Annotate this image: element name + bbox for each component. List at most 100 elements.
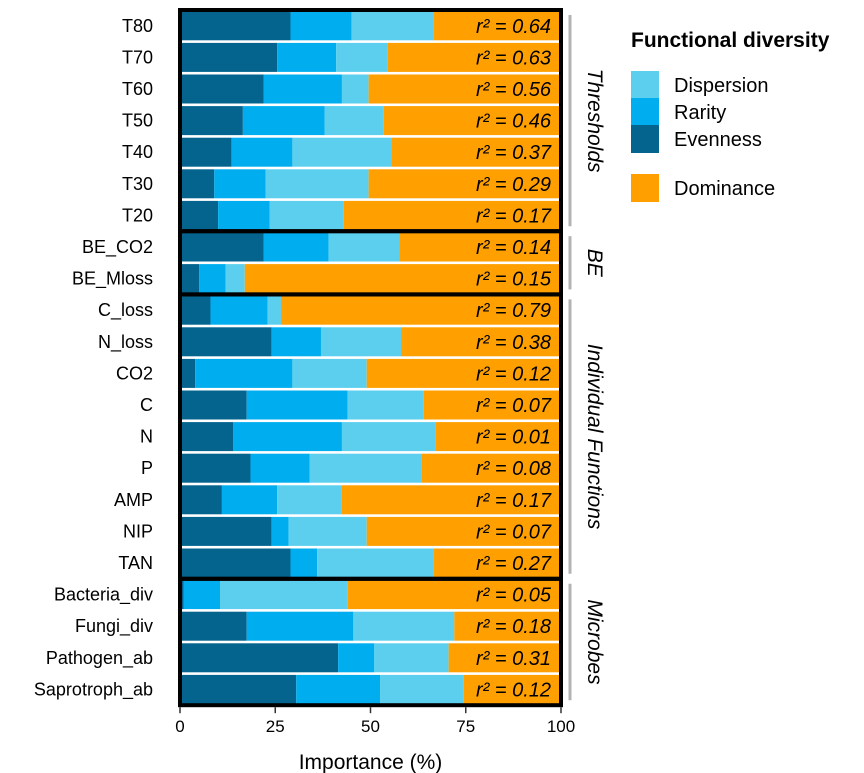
bar-segment-rarity-fungi-div xyxy=(246,611,354,641)
category-label-pathogen-ab: Pathogen_ab xyxy=(46,648,153,669)
bar-segment-dispersion-p xyxy=(309,453,422,483)
bar-segment-dominance-be-co2 xyxy=(399,232,561,262)
bar-segment-dispersion-amp xyxy=(277,485,342,515)
r2-label-fungi-div: r² = 0.18 xyxy=(476,616,551,638)
bar-segment-rarity-t80 xyxy=(290,11,352,41)
bar-segment-dominance-be-mloss xyxy=(244,264,561,294)
r2-label-co2: r² = 0.12 xyxy=(476,363,551,385)
bar-segment-evenness-n-loss xyxy=(180,327,272,357)
category-label-be-mloss: BE_Mloss xyxy=(72,269,153,290)
x-tick-label-0: 0 xyxy=(175,717,184,736)
bar-segment-dispersion-c-loss xyxy=(267,295,281,325)
bar-segment-rarity-nip xyxy=(271,516,289,546)
bar-segment-evenness-pathogen-ab xyxy=(180,643,339,673)
bar-segment-rarity-n-loss xyxy=(271,327,321,357)
bar-segment-dominance-t60 xyxy=(368,74,561,104)
legend-swatch-rarity xyxy=(631,98,659,126)
group-label-thresholds: Thresholds xyxy=(583,69,606,173)
bar-segment-dominance-t30 xyxy=(368,169,561,199)
bar-segment-rarity-pathogen-ab xyxy=(338,643,375,673)
bar-segment-dominance-tan xyxy=(433,548,561,578)
bar-segment-dominance-t20 xyxy=(343,200,561,230)
bar-segment-dominance-fungi-div xyxy=(454,611,561,641)
bar-segment-rarity-p xyxy=(250,453,310,483)
legend-label-rarity: Rarity xyxy=(674,102,726,124)
legend-label-dominance: Dominance xyxy=(674,178,775,200)
bar-segment-dispersion-co2 xyxy=(292,358,367,388)
bar-segment-dispersion-be-mloss xyxy=(225,264,245,294)
group-label-individual-functions: Individual Functions xyxy=(583,344,606,530)
bar-segment-dominance-c-loss xyxy=(280,295,561,325)
category-label-t60: T60 xyxy=(122,79,153,99)
bar-segment-evenness-co2 xyxy=(180,358,196,388)
category-label-bacteria-div: Bacteria_div xyxy=(54,585,153,606)
category-label-saprotroph-ab: Saprotroph_ab xyxy=(34,679,153,700)
bar-segment-evenness-n xyxy=(180,422,234,452)
category-label-t50: T50 xyxy=(122,111,153,131)
bar-segment-evenness-fungi-div xyxy=(180,611,247,641)
bar-segment-dispersion-pathogen-ab xyxy=(374,643,449,673)
bar-segment-evenness-c xyxy=(180,390,247,420)
bar-segment-rarity-be-mloss xyxy=(199,264,226,294)
bar-segment-rarity-n xyxy=(233,422,342,452)
bar-segment-evenness-p xyxy=(180,453,251,483)
x-tick-label-25: 25 xyxy=(266,717,285,736)
bar-segment-dispersion-tan xyxy=(317,548,434,578)
bar-segment-dispersion-t80 xyxy=(351,11,434,41)
r2-label-saprotroph-ab: r² = 0.12 xyxy=(476,679,551,701)
legend-swatch-dominance xyxy=(631,174,659,202)
bar-segment-evenness-nip xyxy=(180,516,272,546)
bar-segment-dominance-amp xyxy=(341,485,561,515)
bar-segment-evenness-t80 xyxy=(180,11,291,41)
bar-segment-dominance-bacteria-div xyxy=(347,580,561,610)
bar-segment-rarity-t50 xyxy=(242,106,325,136)
bar-segment-dominance-pathogen-ab xyxy=(448,643,561,673)
legend-swatch-dispersion xyxy=(631,71,659,99)
bars-layer xyxy=(180,11,561,704)
bar-segment-rarity-t60 xyxy=(263,74,342,104)
x-tick-label-75: 75 xyxy=(456,717,475,736)
category-label-tan: TAN xyxy=(118,553,153,573)
category-label-t80: T80 xyxy=(122,16,153,36)
category-label-t70: T70 xyxy=(122,47,153,67)
bar-segment-rarity-t30 xyxy=(214,169,266,199)
category-label-n: N xyxy=(140,427,153,447)
group-label-microbes: Microbes xyxy=(583,599,606,685)
category-label-t30: T30 xyxy=(122,174,153,194)
bar-segment-dispersion-c xyxy=(347,390,424,420)
r2-label-be-co2: r² = 0.14 xyxy=(476,237,551,259)
bar-segment-dispersion-t50 xyxy=(324,106,384,136)
bar-segment-dominance-saprotroph-ab xyxy=(463,674,561,704)
legend-label-dispersion: Dispersion xyxy=(674,75,768,97)
bar-segment-dominance-co2 xyxy=(366,358,561,388)
group-frames-layer xyxy=(178,8,563,708)
bar-segment-evenness-t20 xyxy=(180,200,219,230)
bar-segment-evenness-t40 xyxy=(180,137,232,167)
bar-segment-evenness-saprotroph-ab xyxy=(180,674,297,704)
bar-segment-dispersion-n-loss xyxy=(320,327,401,357)
bar-segment-evenness-tan xyxy=(180,548,291,578)
r2-label-t70: r² = 0.63 xyxy=(476,47,551,69)
category-label-c-loss: C_loss xyxy=(98,300,153,321)
bar-segment-evenness-c-loss xyxy=(180,295,211,325)
legend-swatch-evenness xyxy=(631,125,659,153)
bar-segment-rarity-t40 xyxy=(231,137,293,167)
r2-label-amp: r² = 0.17 xyxy=(476,490,552,512)
bar-segment-evenness-t70 xyxy=(180,42,278,72)
x-tick-label-100: 100 xyxy=(547,717,575,736)
legend-title: Functional diversity xyxy=(631,29,830,52)
bar-segment-dispersion-nip xyxy=(288,516,367,546)
r2-label-t30: r² = 0.29 xyxy=(476,174,551,196)
r2-label-p: r² = 0.08 xyxy=(476,458,551,480)
bar-segment-dispersion-fungi-div xyxy=(353,611,455,641)
bar-segment-rarity-c xyxy=(246,390,348,420)
r2-label-c-loss: r² = 0.79 xyxy=(476,300,551,322)
bar-segment-dominance-t70 xyxy=(387,42,561,72)
r2-label-t80: r² = 0.64 xyxy=(476,16,551,38)
bar-segment-dispersion-t70 xyxy=(336,42,388,72)
category-label-co2: CO2 xyxy=(116,363,153,383)
group-label-be: BE xyxy=(583,249,606,278)
bar-segment-rarity-c-loss xyxy=(210,295,268,325)
bar-segment-rarity-co2 xyxy=(195,358,293,388)
